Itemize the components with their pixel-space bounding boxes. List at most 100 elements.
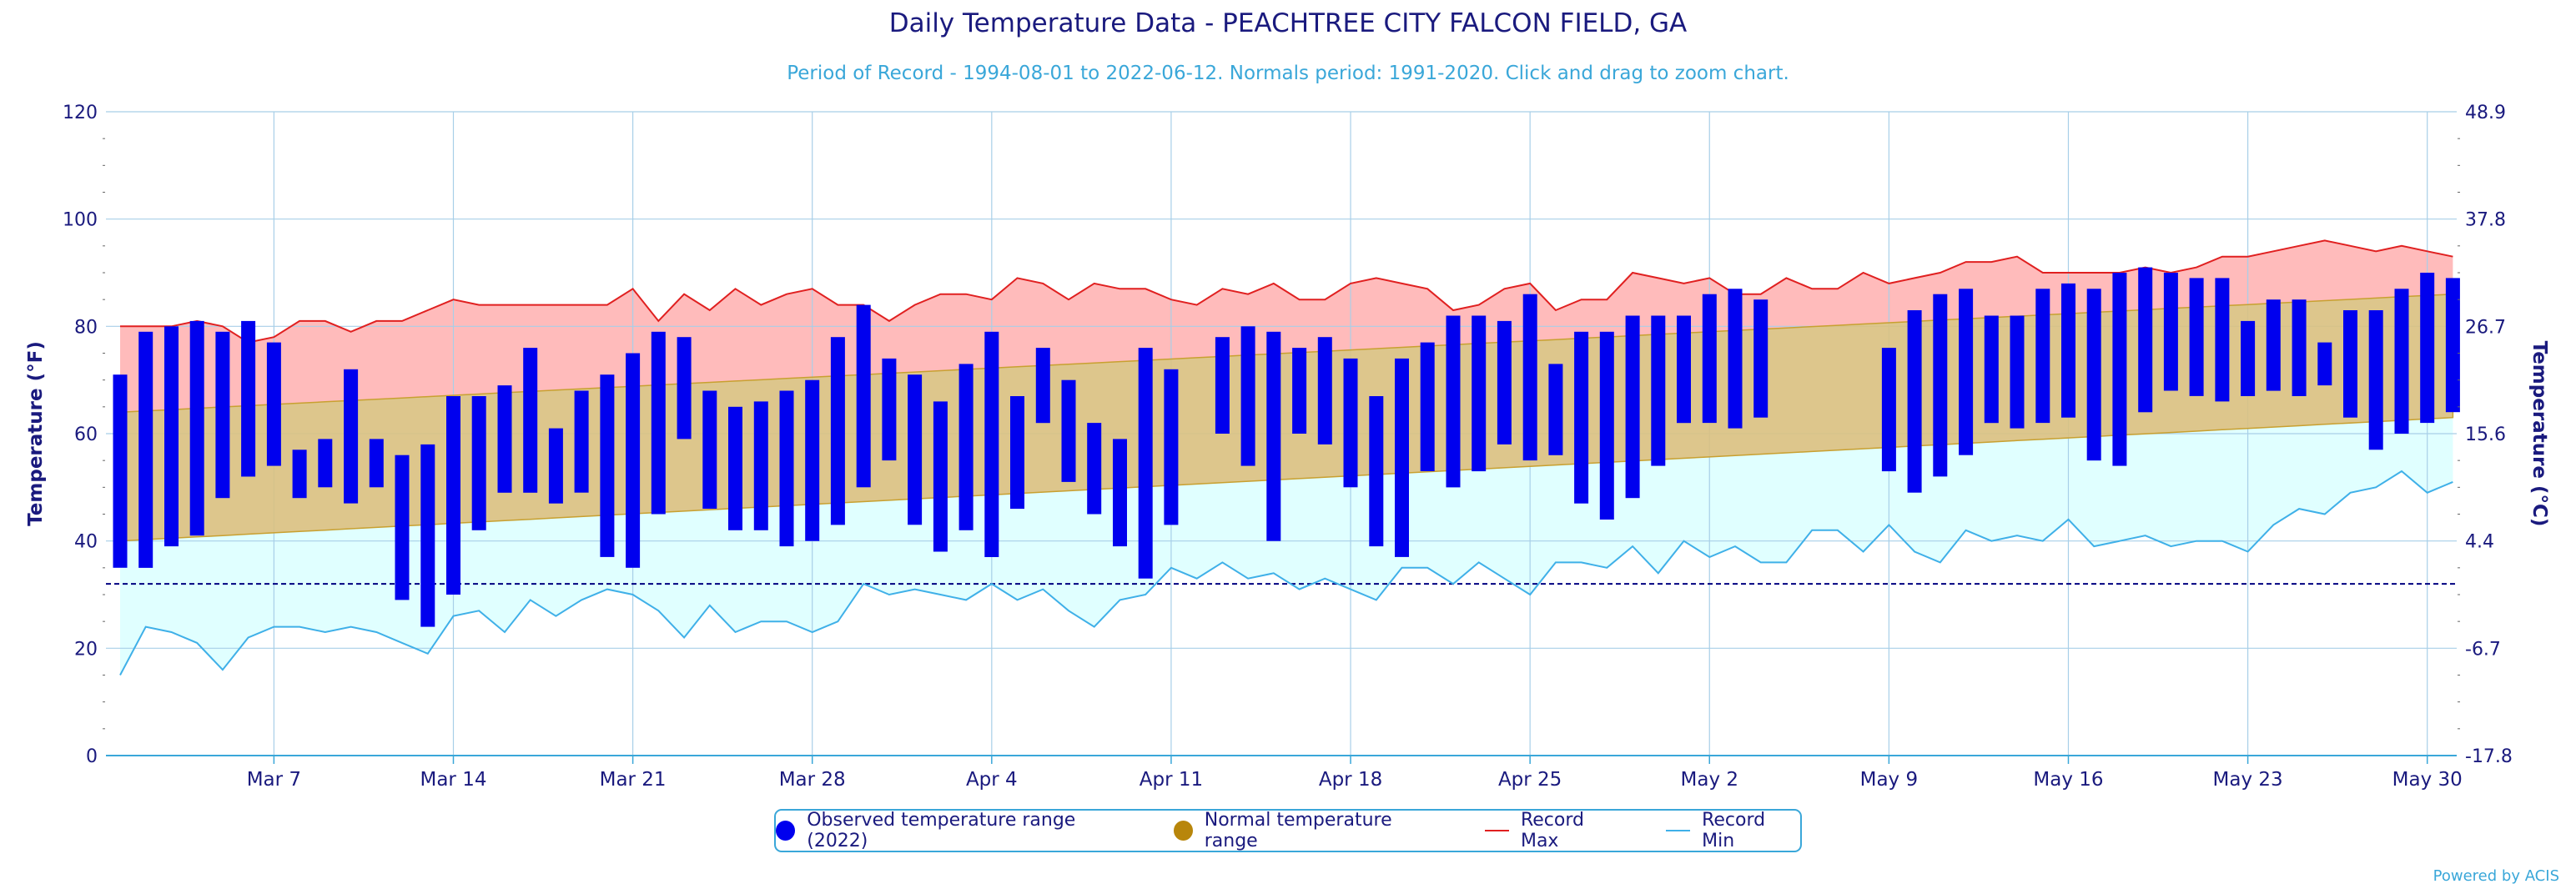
observed-bar	[113, 374, 128, 568]
x-tick-label: May 9	[1860, 769, 1919, 791]
legend-observed[interactable]: Observed temperature range (2022)	[776, 810, 1132, 851]
y-tick-label-right: -17.8	[2465, 746, 2513, 767]
observed-bar	[2445, 278, 2460, 413]
observed-bar	[1061, 379, 1076, 482]
record-min-band	[120, 417, 2453, 676]
observed-bar	[1420, 342, 1435, 471]
y-tick-label-left: 40	[74, 532, 98, 553]
y-tick-label-right: 48.9	[2465, 103, 2506, 123]
observed-bar	[420, 444, 435, 627]
y-tick-label-right: 4.4	[2465, 532, 2494, 553]
y-tick-label-right: -6.7	[2465, 639, 2501, 660]
record-min-line-icon	[1666, 830, 1691, 831]
chart-title: Daily Temperature Data - PEACHTREE CITY …	[888, 8, 1688, 38]
observed-bar	[318, 439, 333, 488]
observed-bar	[446, 396, 460, 595]
y-axis-title-left: Temperature (°F)	[25, 341, 47, 526]
record-min-line	[119, 470, 2453, 676]
observed-bar	[2086, 289, 2101, 461]
observed-bar	[2010, 315, 2025, 429]
observed-bar	[1933, 294, 1948, 477]
x-tick-label: Apr 18	[1319, 769, 1382, 791]
observed-bar	[1369, 396, 1384, 547]
observed-bar	[395, 455, 410, 600]
y-tick-label-left: 60	[74, 424, 98, 445]
observed-bar	[1317, 337, 1332, 444]
observed-bar	[728, 406, 742, 530]
observed-bar	[2317, 342, 2332, 386]
observed-bar	[1959, 289, 1974, 455]
observed-bar	[1881, 348, 1896, 472]
y-tick-label-right: 15.6	[2465, 424, 2506, 445]
observed-bar	[1446, 315, 1461, 488]
observed-bar	[1728, 289, 1743, 429]
observed-bar	[2420, 273, 2435, 424]
y-axis-title-right: Temperature (°C)	[2528, 341, 2550, 527]
observed-bar	[1266, 331, 1281, 541]
powered-by-credit[interactable]: Powered by ACIS	[2433, 867, 2559, 885]
observed-bar	[600, 374, 615, 557]
observed-bar	[1087, 423, 1102, 515]
x-tick-label: May 16	[2033, 769, 2103, 791]
observed-bar	[574, 390, 589, 493]
observed-bar	[1548, 364, 1563, 455]
legend-record-min[interactable]: Record Min	[1666, 810, 1800, 851]
x-tick-label: Apr 4	[966, 769, 1018, 791]
x-tick-label: Mar 7	[247, 769, 301, 791]
observed-bar	[2112, 273, 2127, 466]
observed-bar	[2035, 289, 2050, 424]
x-tick-label: May 30	[2392, 769, 2463, 791]
observed-bar	[1625, 315, 1640, 499]
observed-bar	[189, 320, 204, 536]
observed-bar	[164, 326, 179, 547]
observed-bar	[1164, 369, 1179, 525]
observed-bar	[1113, 439, 1127, 547]
observed-bar	[548, 428, 563, 504]
normal-marker-icon	[1173, 821, 1193, 841]
observed-bar	[2138, 267, 2153, 413]
observed-bar	[2343, 310, 2357, 418]
legend-normal-label: Normal temperature range	[1204, 810, 1392, 851]
legend-record-max-label: Record Max	[1520, 810, 1584, 851]
observed-bar	[1599, 331, 1614, 520]
observed-bar	[1651, 315, 1666, 466]
observed-bar	[2292, 299, 2307, 396]
x-tick-label: May 23	[2213, 769, 2283, 791]
observed-bar	[2266, 299, 2281, 391]
chart-legend: Observed temperature range (2022) Normal…	[774, 809, 1802, 852]
observed-bar	[1702, 294, 1717, 424]
legend-record-min-label: Record Min	[1702, 810, 1766, 851]
observed-bar	[626, 353, 641, 568]
observed-bar	[753, 401, 768, 530]
observed-bar	[2061, 283, 2075, 418]
observed-bar	[1984, 315, 1999, 424]
observed-bar	[1215, 337, 1230, 434]
observed-bar	[2215, 278, 2230, 402]
observed-bar	[779, 390, 794, 547]
x-tick-label: Mar 28	[779, 769, 846, 791]
observed-bars[interactable]	[113, 267, 2460, 627]
record-max-line	[120, 239, 2453, 344]
axes: 0 -17.8 20 -6.7 40 4.4 60 15.6 80 26.7 100 37.8 120 4…	[25, 103, 2550, 791]
observed-bar	[215, 331, 230, 499]
y-tick-label-left: 0	[86, 746, 98, 767]
observed-bar	[908, 374, 923, 525]
x-tick-label: Apr 25	[1498, 769, 1562, 791]
observed-bar	[1472, 315, 1487, 472]
observed-bar	[677, 337, 692, 439]
y-tick-label-right: 37.8	[2465, 210, 2506, 231]
legend-record-max[interactable]: Record Max	[1484, 810, 1624, 851]
observed-bar	[1240, 326, 1255, 466]
observed-bar	[266, 342, 281, 466]
x-tick-label: Apr 11	[1140, 769, 1203, 791]
observed-bar	[702, 390, 717, 509]
observed-bar	[292, 450, 307, 499]
observed-bar	[933, 401, 948, 552]
observed-bar	[2241, 320, 2256, 396]
observed-bar	[958, 364, 974, 530]
observed-bar	[1010, 396, 1024, 510]
legend-normal[interactable]: Normal temperature range	[1173, 810, 1443, 851]
observed-bar	[1753, 299, 1768, 418]
observed-bar	[497, 385, 512, 493]
